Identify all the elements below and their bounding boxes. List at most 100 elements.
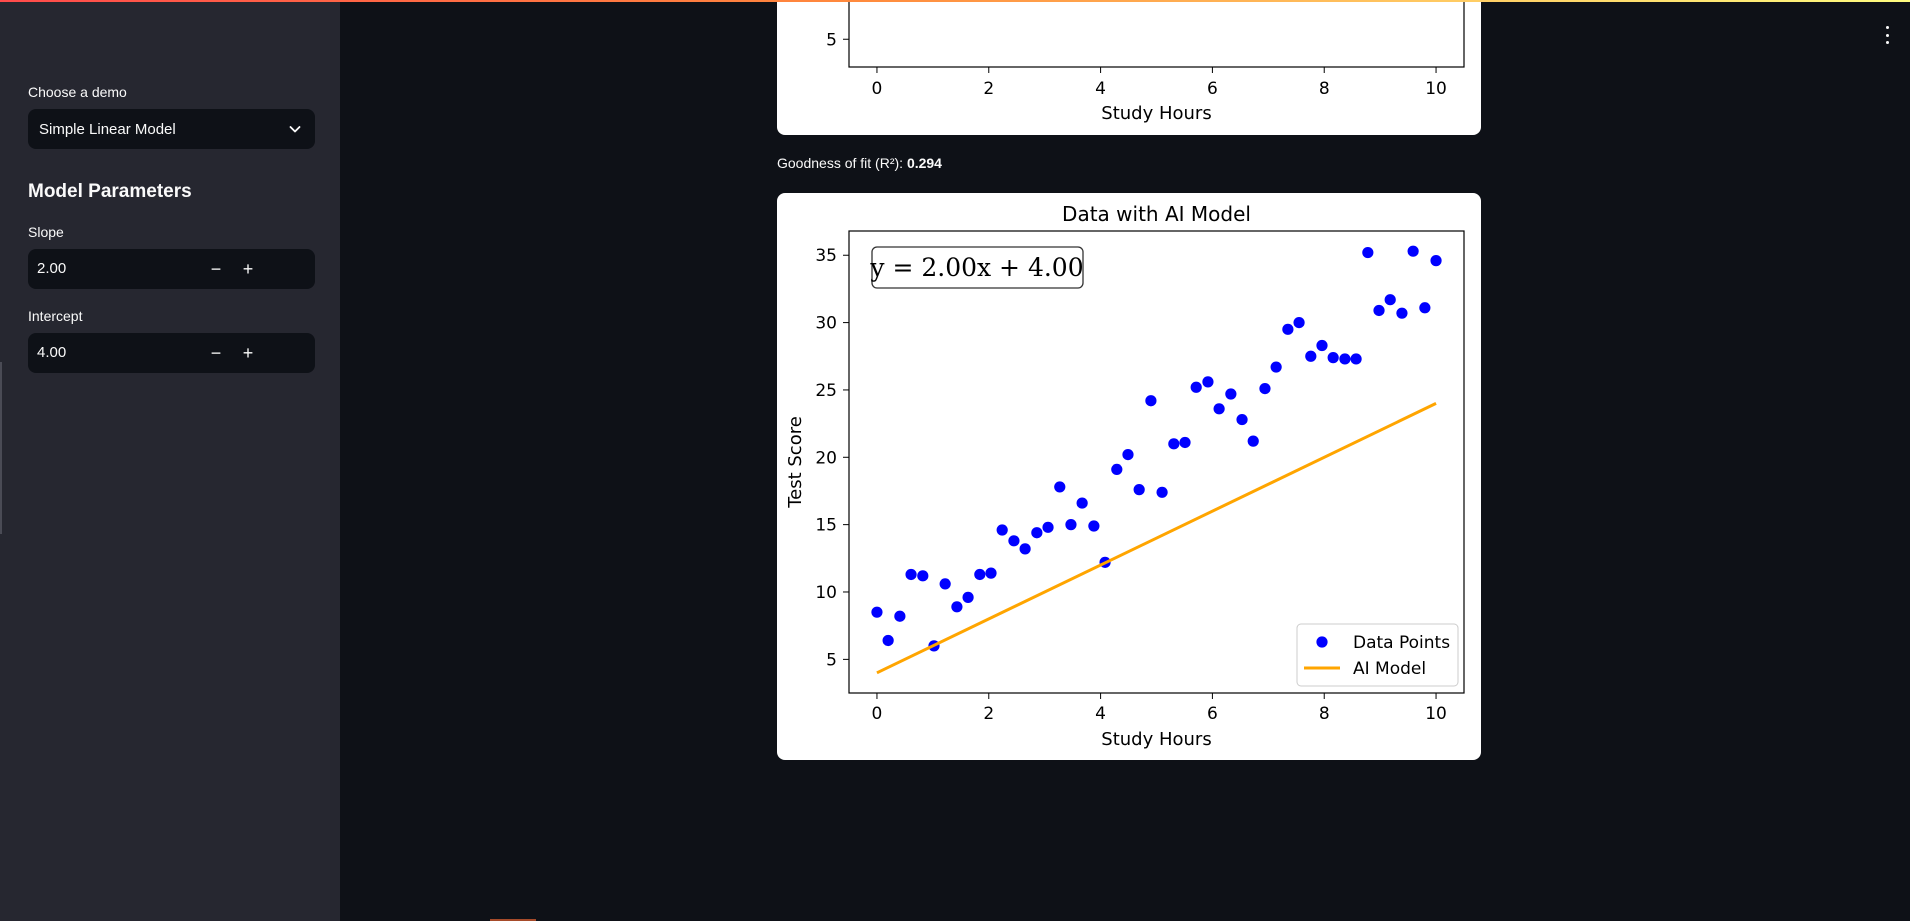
y-axis-label: Test Score xyxy=(785,416,806,509)
main-menu-icon[interactable] xyxy=(1884,26,1890,44)
data-point xyxy=(1316,339,1328,352)
x-tick-label: 10 xyxy=(1425,79,1447,99)
demo-select[interactable]: Simple Linear Model xyxy=(28,109,315,149)
slope-value[interactable]: 2.00 xyxy=(37,260,67,277)
data-point xyxy=(1362,246,1374,259)
data-point xyxy=(985,567,997,579)
data-point xyxy=(1168,438,1180,450)
data-point xyxy=(1396,307,1408,319)
chevron-down-icon xyxy=(289,126,301,133)
data-point xyxy=(1145,395,1157,407)
x-tick-label: 4 xyxy=(1095,704,1106,724)
main-chart-svg: Data with AI Model 0 2 4 6 8 10 5 10 15 20 25 30 35 St… xyxy=(785,202,1465,750)
chart-title: Data with AI Model xyxy=(1062,202,1251,226)
data-point xyxy=(1054,481,1066,493)
intercept-increment-button[interactable]: + xyxy=(242,342,254,363)
data-point xyxy=(1133,484,1145,496)
goodness-of-fit-text: Goodness of fit (R²): 0.294 xyxy=(777,155,942,171)
y-tick-label: 10 xyxy=(815,583,837,603)
x-axis-label: Study Hours xyxy=(1101,103,1211,124)
data-point xyxy=(1031,527,1043,539)
plot-frame xyxy=(848,230,1465,694)
data-point xyxy=(1430,255,1442,267)
data-point xyxy=(1088,520,1100,532)
data-point xyxy=(939,578,951,590)
data-point xyxy=(1122,448,1134,461)
data-point xyxy=(962,591,974,603)
x-axis-label: Study Hours xyxy=(1101,729,1211,750)
plot-frame xyxy=(848,0,1465,68)
data-point xyxy=(1339,353,1351,365)
intercept-value[interactable]: 4.00 xyxy=(37,344,67,361)
intercept-input[interactable]: 4.00 − + xyxy=(28,333,315,373)
data-point xyxy=(1282,323,1294,335)
data-point xyxy=(1247,435,1259,447)
equation-text: y = 2.00x + 4.00 xyxy=(869,253,1083,282)
data-point xyxy=(1065,519,1077,531)
slope-increment-button[interactable]: + xyxy=(242,258,254,279)
y-tick-label: 15 xyxy=(815,516,837,536)
x-tick-label: 8 xyxy=(1319,704,1330,724)
data-point xyxy=(882,634,894,647)
x-tick-label: 10 xyxy=(1425,704,1447,724)
sidebar-resize-handle[interactable] xyxy=(0,362,2,534)
data-point xyxy=(917,570,929,582)
data-point xyxy=(1202,376,1214,388)
top-decoration-bar xyxy=(0,0,1910,2)
y-tick-label: 5 xyxy=(826,30,837,50)
equation-box xyxy=(871,246,1084,289)
goodness-of-fit-value: 0.294 xyxy=(906,155,942,171)
x-tick-label: 0 xyxy=(872,79,883,99)
data-point xyxy=(1350,353,1362,365)
data-point xyxy=(894,610,906,622)
data-point xyxy=(1270,361,1282,373)
x-tick-label: 6 xyxy=(1207,704,1218,724)
data-point xyxy=(1179,436,1191,449)
y-tick-label: 30 xyxy=(815,314,837,334)
data-point xyxy=(1225,388,1237,400)
demo-select-label: Choose a demo xyxy=(28,84,127,100)
data-point xyxy=(951,601,963,613)
legend-box xyxy=(1296,623,1459,687)
slope-input[interactable]: 2.00 − + xyxy=(28,249,315,289)
model-line xyxy=(876,402,1437,675)
sidebar: Choose a demo Simple Linear Model Model … xyxy=(0,0,340,921)
chart-figure-previous: 5 0 2 4 6 8 10 Study Hours xyxy=(777,0,1481,135)
legend-marker-data-points xyxy=(1316,636,1328,648)
x-tick-label: 0 xyxy=(872,704,883,724)
data-point xyxy=(1407,245,1419,257)
legend-label: Data Points xyxy=(1353,633,1450,653)
y-tick-label: 20 xyxy=(815,448,837,468)
y-tick-label: 25 xyxy=(815,381,837,401)
x-tick-label: 2 xyxy=(983,704,994,724)
legend-label: AI Model xyxy=(1353,659,1426,679)
data-point xyxy=(996,524,1008,536)
slope-label: Slope xyxy=(28,224,64,240)
data-point xyxy=(1259,382,1271,395)
data-point xyxy=(1373,304,1385,317)
data-point xyxy=(1111,463,1123,476)
x-tick-label: 2 xyxy=(983,79,994,99)
data-point xyxy=(1042,521,1054,533)
slope-decrement-button[interactable]: − xyxy=(210,258,222,279)
intercept-decrement-button[interactable]: − xyxy=(210,342,222,363)
data-point xyxy=(1384,294,1396,306)
y-tick-label: 35 xyxy=(815,246,837,266)
x-tick-label: 4 xyxy=(1095,79,1106,99)
data-point xyxy=(1293,316,1305,329)
data-point xyxy=(1019,543,1031,555)
data-point xyxy=(1156,486,1168,498)
data-point xyxy=(974,568,986,581)
goodness-of-fit-label: Goodness of fit (R²): xyxy=(777,155,907,171)
data-point xyxy=(871,606,883,618)
x-tick-label: 8 xyxy=(1319,79,1330,99)
y-tick-label: 5 xyxy=(826,650,837,670)
x-tick-label: 6 xyxy=(1207,79,1218,99)
data-point xyxy=(1008,535,1020,547)
data-point xyxy=(1305,350,1317,362)
demo-select-value: Simple Linear Model xyxy=(39,120,176,138)
data-point xyxy=(1236,413,1248,426)
model-parameters-heading: Model Parameters xyxy=(28,181,192,202)
data-point xyxy=(1213,403,1225,415)
intercept-label: Intercept xyxy=(28,308,83,324)
